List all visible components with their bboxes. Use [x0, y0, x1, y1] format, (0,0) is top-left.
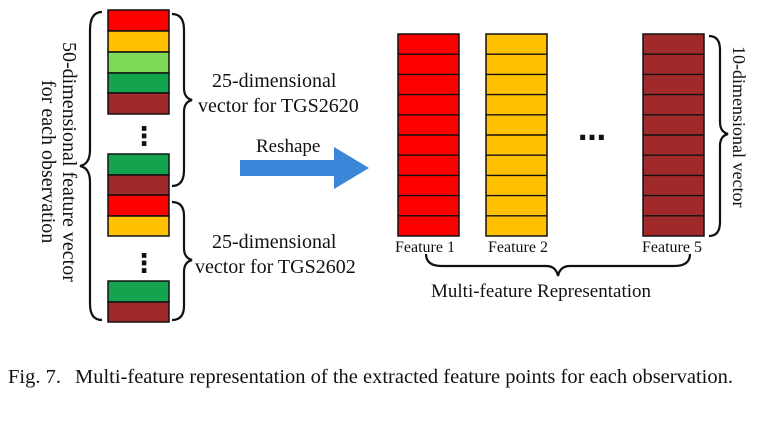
- left-ellipsis-1: ⋮: [131, 122, 157, 152]
- feature-vector-label: 10-dimensional vector: [729, 46, 749, 207]
- feature-label-2: Feature 2: [488, 239, 548, 256]
- left-cell-orange-3: [107, 215, 170, 237]
- outer-left-brace: [79, 10, 103, 322]
- multi-feature-brace: [424, 253, 692, 277]
- left-vector-cells: [107, 9, 170, 323]
- left-cell-darkred-1: [107, 92, 170, 115]
- feature-vector-brace: [708, 34, 729, 238]
- reshape-label: Reshape: [256, 136, 320, 157]
- caption-label: Fig. 7.: [8, 366, 61, 388]
- left-cell-darkred-4: [107, 301, 170, 323]
- left-cell-red-1: [107, 9, 170, 32]
- group1-brace: [171, 12, 193, 188]
- left-cell-lightgreen-1: [107, 51, 170, 74]
- group2-label-line1: 25-dimensional: [212, 231, 337, 253]
- group2-brace: [171, 200, 193, 322]
- left-cell-orange-1: [107, 30, 170, 53]
- left-cell-darkred-2: [107, 174, 170, 196]
- caption-text: Multi-feature representation of the extr…: [74, 366, 733, 388]
- feature-label-1: Feature 1: [395, 239, 455, 256]
- vertical-label-line2: for each observation: [37, 80, 59, 243]
- figure-caption: Fig. 7. Multi-feature representation of t…: [8, 364, 778, 391]
- vertical-label-line1: 50-dimensional feature vector: [58, 42, 80, 282]
- group1-label-line2: vector for TGS2620: [198, 95, 359, 117]
- group2-label-line2: vector for TGS2602: [195, 256, 356, 278]
- left-cell-green-1: [107, 72, 170, 94]
- left-cell-green-2: [107, 153, 170, 176]
- feature-cell-dividers: [398, 53, 704, 217]
- feature-label-5: Feature 5: [642, 239, 702, 256]
- features-ellipsis: …: [578, 114, 606, 147]
- left-cell-red-3: [107, 194, 170, 217]
- reshape-arrow: [240, 147, 369, 189]
- left-cell-green-4: [107, 280, 170, 303]
- group1-label-line1: 25-dimensional: [212, 70, 337, 92]
- left-ellipsis-2: ⋮: [131, 249, 157, 279]
- multi-feature-label: Multi-feature Representation: [431, 281, 652, 302]
